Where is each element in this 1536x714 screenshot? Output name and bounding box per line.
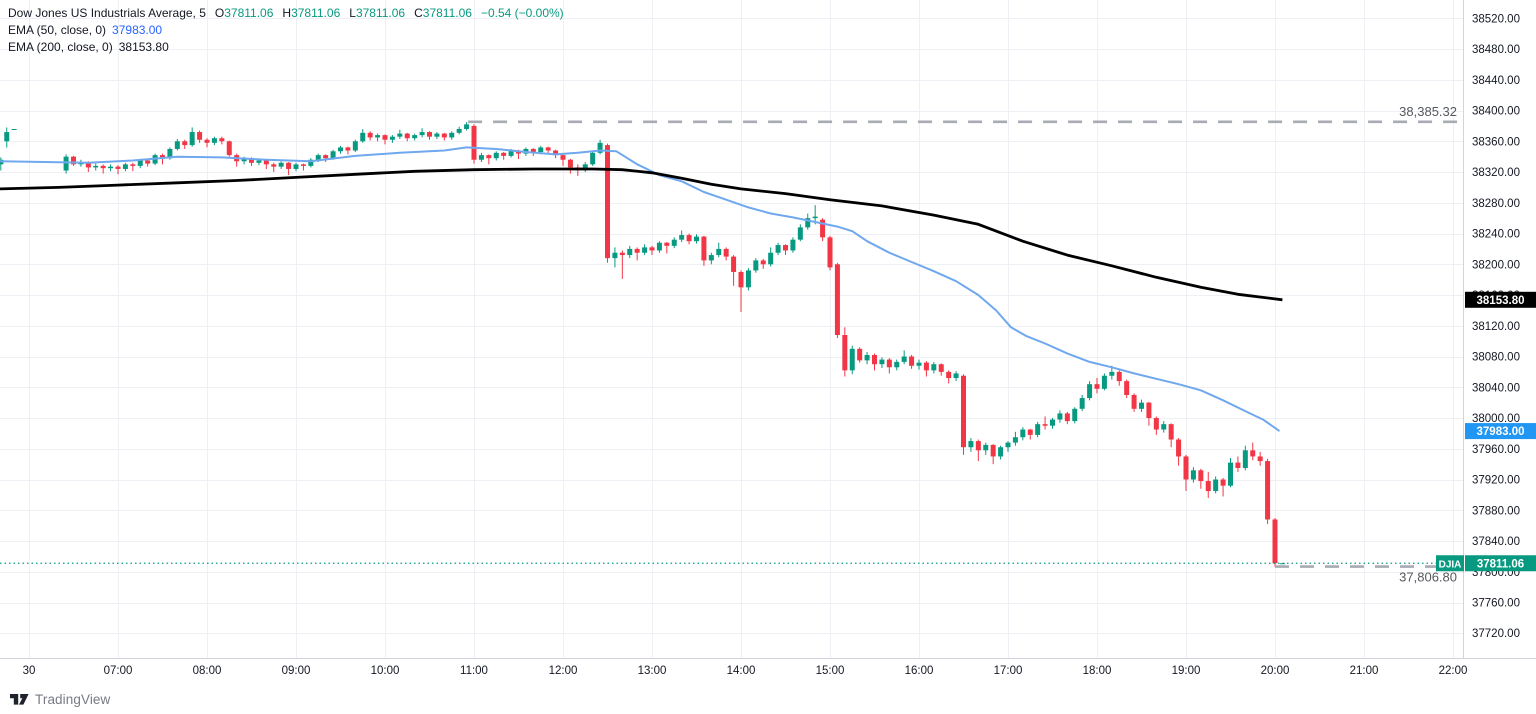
level-label-0: 38,385.32 bbox=[1399, 104, 1457, 119]
close-value: 37811.06 bbox=[422, 6, 472, 20]
time-tick-label: 13:00 bbox=[638, 665, 667, 677]
price-tick-label: 38360.00 bbox=[1472, 136, 1520, 148]
price-tick-label: 38440.00 bbox=[1472, 75, 1520, 87]
svg-text:37983.00: 37983.00 bbox=[1477, 426, 1525, 438]
time-tick-label: 08:00 bbox=[193, 665, 222, 677]
high-value: 37811.06 bbox=[291, 6, 341, 20]
symbol-tag-badge: DJIA bbox=[1436, 555, 1464, 572]
ema200-label: EMA (200, close, 0) bbox=[8, 40, 113, 54]
svg-text:37811.06: 37811.06 bbox=[1477, 558, 1524, 570]
price-tick-label: 38120.00 bbox=[1472, 321, 1520, 333]
price-tick-label: 37720.00 bbox=[1472, 628, 1520, 640]
tradingview-icon bbox=[10, 693, 29, 705]
legend-ema200-row[interactable]: EMA (200, close, 0) 38153.80 bbox=[8, 39, 564, 56]
price-tick-label: 38320.00 bbox=[1472, 167, 1520, 179]
change-value: −0.54 (−0.00%) bbox=[480, 6, 564, 20]
ema50-line bbox=[0, 146, 1281, 432]
open-value: 37811.06 bbox=[224, 6, 274, 20]
ema50-label: EMA (50, close, 0) bbox=[8, 23, 107, 37]
price-tick-label: 38200.00 bbox=[1472, 259, 1520, 271]
ema200-line bbox=[0, 167, 1283, 302]
time-axis[interactable]: 30 07:00 08:00 09:00 10:00 11:00 12:00 13:00 14:… bbox=[23, 665, 1468, 677]
low-label: L bbox=[349, 6, 356, 20]
last-price-badge: 37811.06 bbox=[1465, 555, 1536, 572]
time-tick-label: 16:00 bbox=[905, 665, 934, 677]
ema200-value: 38153.80 bbox=[118, 40, 169, 54]
symbol-title: Dow Jones US Industrials Average, 5 bbox=[8, 6, 206, 20]
grid bbox=[0, 0, 1463, 658]
ema50-value: 37983.00 bbox=[112, 23, 163, 37]
svg-text:38153.80: 38153.80 bbox=[1477, 295, 1525, 307]
time-tick-label: 15:00 bbox=[816, 665, 845, 677]
time-tick-label: 21:00 bbox=[1350, 665, 1379, 677]
ema50-price-badge: 37983.00 bbox=[1465, 423, 1536, 440]
time-tick-label: 30 bbox=[23, 665, 36, 677]
price-tick-label: 37840.00 bbox=[1472, 536, 1520, 548]
price-tick-label: 38080.00 bbox=[1472, 352, 1520, 364]
price-tick-label: 37960.00 bbox=[1472, 444, 1520, 456]
price-levels: 38,385.32 37,806.80 bbox=[468, 104, 1463, 585]
svg-text:DJIA: DJIA bbox=[1439, 559, 1462, 570]
time-tick-label: 10:00 bbox=[371, 665, 400, 677]
low-value: 37811.06 bbox=[355, 6, 406, 20]
price-tick-label: 37760.00 bbox=[1472, 598, 1520, 610]
time-tick-label: 20:00 bbox=[1261, 665, 1290, 677]
time-tick-label: 07:00 bbox=[104, 665, 133, 677]
close-label: C bbox=[414, 6, 423, 20]
time-tick-label: 12:00 bbox=[549, 665, 578, 677]
price-tick-label: 38520.00 bbox=[1472, 13, 1520, 25]
time-tick-label: 09:00 bbox=[282, 665, 311, 677]
candlestick-series bbox=[0, 122, 1285, 567]
tradingview-logo[interactable]: TradingView bbox=[10, 692, 110, 707]
legend-ema50-row[interactable]: EMA (50, close, 0) 37983.00 bbox=[8, 22, 564, 39]
price-tick-label: 37920.00 bbox=[1472, 475, 1520, 487]
price-tick-label: 38240.00 bbox=[1472, 229, 1520, 241]
ema200-price-badge: 38153.80 bbox=[1465, 291, 1536, 308]
price-tick-label: 38040.00 bbox=[1472, 382, 1520, 394]
price-tick-label: 37880.00 bbox=[1472, 505, 1520, 517]
level-label-1: 37,806.80 bbox=[1399, 570, 1457, 585]
open-label: O bbox=[214, 6, 225, 20]
high-label: H bbox=[282, 6, 292, 20]
price-tick-label: 38000.00 bbox=[1472, 413, 1520, 425]
legend: Dow Jones US Industrials Average, 5 O3781… bbox=[8, 5, 564, 56]
price-tick-label: 38280.00 bbox=[1472, 198, 1520, 210]
legend-symbol-row[interactable]: Dow Jones US Industrials Average, 5 O3781… bbox=[8, 5, 564, 22]
time-tick-label: 18:00 bbox=[1083, 665, 1112, 677]
time-tick-label: 14:00 bbox=[727, 665, 756, 677]
time-tick-label: 22:00 bbox=[1439, 665, 1468, 677]
time-tick-label: 19:00 bbox=[1172, 665, 1201, 677]
price-tick-label: 38400.00 bbox=[1472, 106, 1520, 118]
time-tick-label: 11:00 bbox=[460, 665, 488, 677]
tradingview-brand-text: TradingView bbox=[35, 692, 111, 707]
time-tick-label: 17:00 bbox=[994, 665, 1023, 677]
price-axis[interactable]: 38520.00 38480.00 38440.00 38400.00 38360.00… bbox=[1472, 13, 1520, 640]
price-tick-label: 38480.00 bbox=[1472, 44, 1520, 56]
